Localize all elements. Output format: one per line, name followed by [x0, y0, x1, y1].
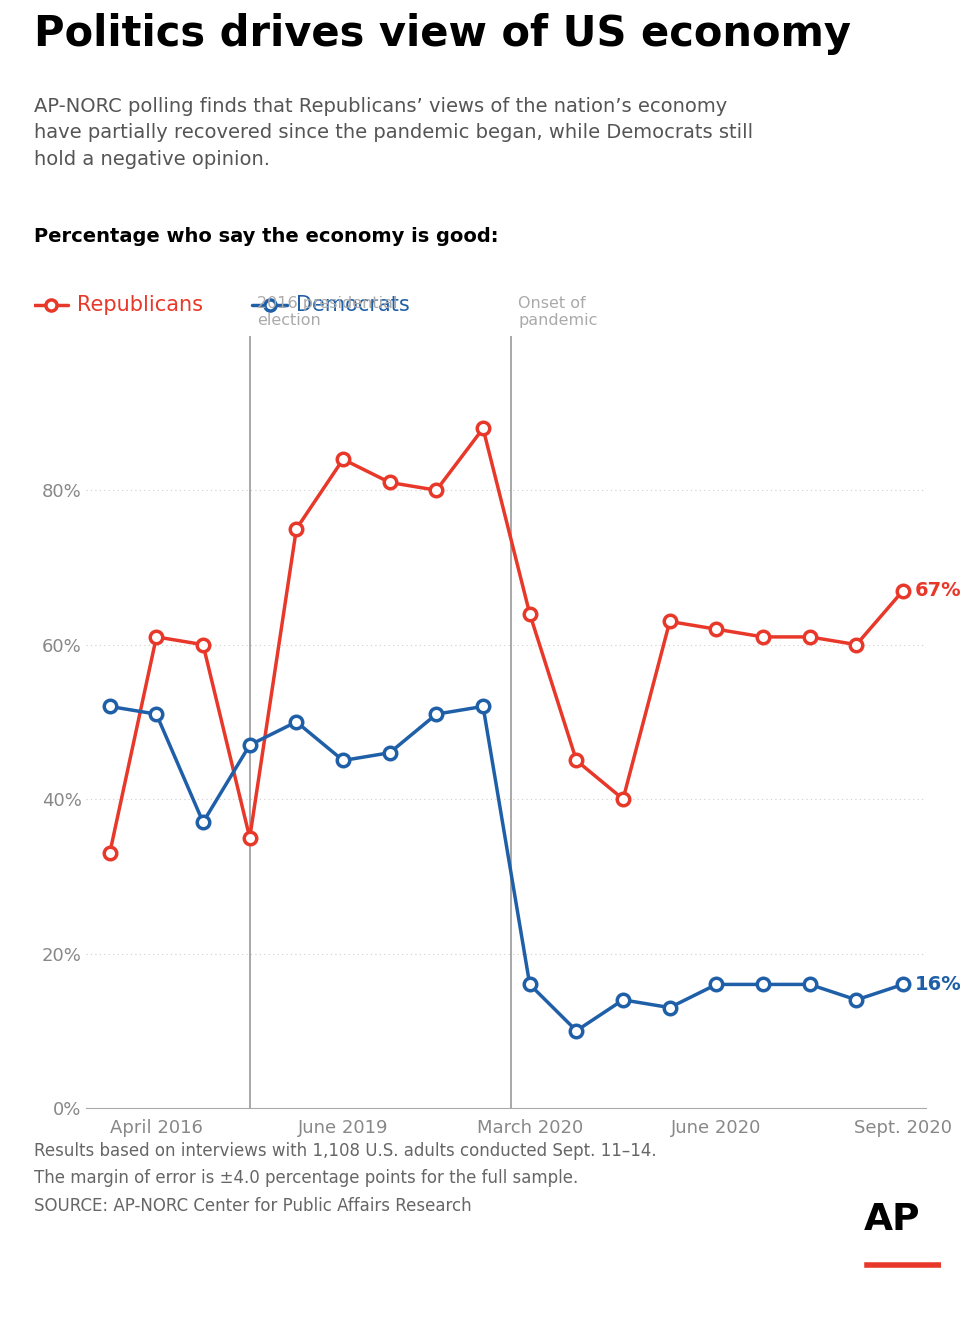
Text: Republicans: Republicans	[78, 295, 204, 314]
Text: Percentage who say the economy is good:: Percentage who say the economy is good:	[34, 227, 498, 246]
Text: Politics drives view of US economy: Politics drives view of US economy	[34, 13, 851, 55]
Text: 67%: 67%	[915, 582, 960, 600]
Text: Onset of
pandemic: Onset of pandemic	[518, 295, 597, 328]
Text: Results based on interviews with 1,108 U.S. adults conducted Sept. 11–14.
The ma: Results based on interviews with 1,108 U…	[34, 1142, 657, 1215]
Text: AP: AP	[864, 1202, 921, 1238]
Text: AP-NORC polling finds that Republicans’ views of the nation’s economy
have parti: AP-NORC polling finds that Republicans’ …	[34, 97, 753, 169]
Text: Democrats: Democrats	[297, 295, 410, 314]
Text: 2016 presidential
election: 2016 presidential election	[256, 295, 397, 328]
Text: 16%: 16%	[915, 975, 960, 994]
